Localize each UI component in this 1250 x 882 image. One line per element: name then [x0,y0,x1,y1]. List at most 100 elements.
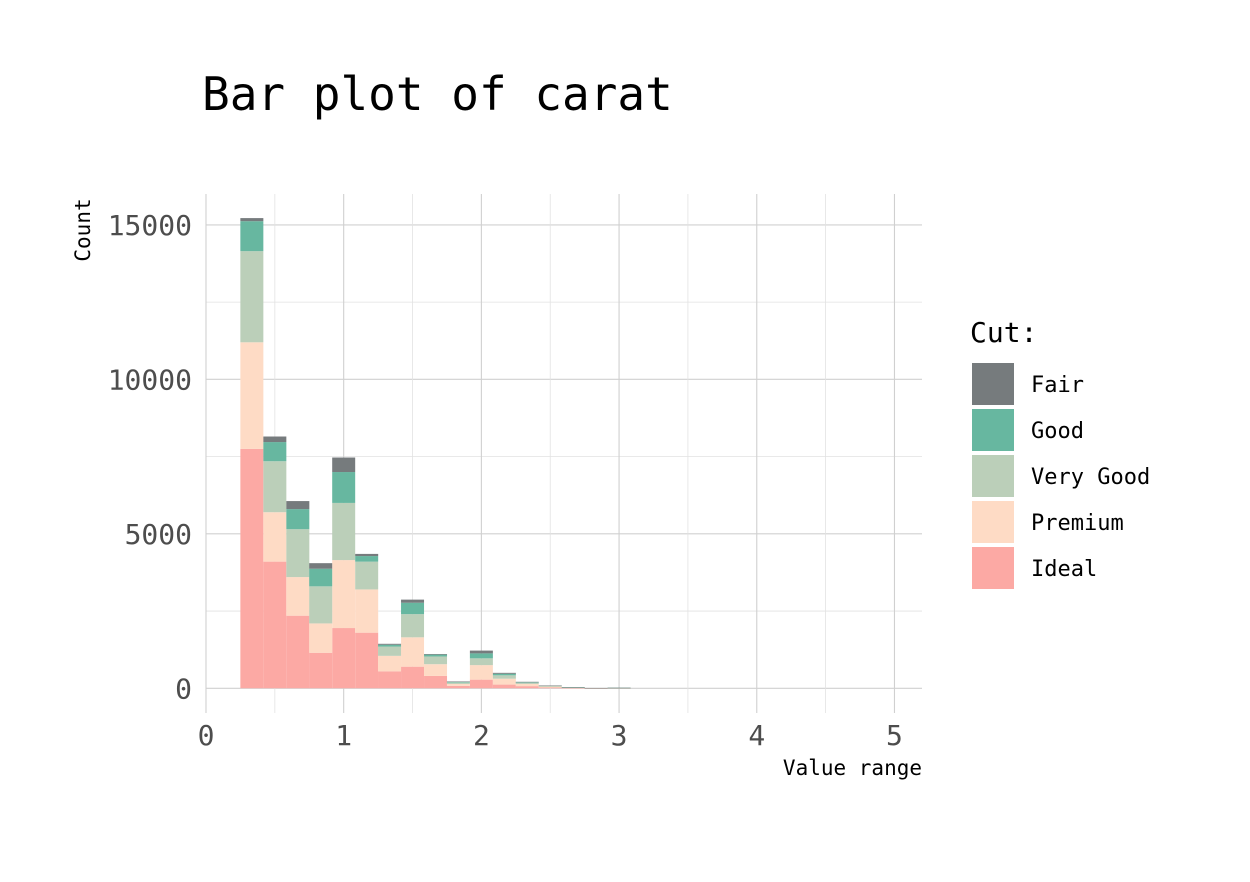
bar-segment [492,673,516,676]
bar-segment [424,654,448,657]
chart-title: Bar plot of carat [202,67,673,121]
legend-label: Ideal [1031,557,1097,582]
x-axis-title: Value range [783,756,922,780]
y-tick-label: 15000 [108,209,192,242]
bar-segment [584,687,608,689]
x-tick-label: 3 [611,719,628,752]
legend-label: Premium [1031,511,1124,536]
bar-segment [263,442,287,462]
bar-segment [446,681,470,683]
bar-segment [263,461,287,513]
bar-segment [332,457,356,473]
bar-segment [538,687,562,689]
x-tick-label: 1 [335,719,352,752]
bar-segment [492,672,516,674]
bar-segment [378,644,402,647]
bar-segment [378,646,402,656]
bar-segment [515,683,539,687]
bar-segment [401,666,425,689]
bar-segment [446,682,470,684]
bar-segment [469,658,493,666]
bar-segment [309,568,333,587]
bar-segment [332,628,356,689]
bar-segment [401,637,425,667]
legend-label: Very Good [1031,465,1150,490]
bar-segment [378,671,402,689]
bar-segment [240,448,264,689]
legend-label: Fair [1031,373,1084,398]
bar-segment [263,436,287,443]
bar-segment [515,682,539,683]
bar-segment [263,561,287,689]
bar-segment [492,678,516,685]
series-very-good [240,251,631,689]
bar-segment [424,653,448,655]
bar-segment [286,615,310,689]
bar-segment [309,586,333,624]
bar-segment [355,556,379,562]
x-tick-label: 4 [748,719,765,752]
bar-segment [492,684,516,689]
bar-segment [240,221,264,252]
bar-segment [240,218,264,222]
bar-segment [355,632,379,689]
bar-segment [607,687,631,689]
bar-segment [401,602,425,615]
series-ideal [240,448,631,689]
bar-segment [286,577,310,616]
bar-segment [332,472,356,503]
bar-segment [469,679,493,689]
bar-segment [424,664,448,676]
bar-segment [561,687,585,689]
legend-swatch [972,547,1014,589]
bar-segment [355,561,379,590]
bar-segment [401,599,425,603]
legend-swatch [972,501,1014,543]
bar-segment [561,687,585,688]
legend-label: Good [1031,419,1084,444]
bar-segment [446,683,470,686]
bar-segment [263,512,287,562]
x-tick-label: 2 [473,719,490,752]
bar-segment [309,623,333,653]
bar-segment [240,251,264,343]
bar-segment [286,501,310,510]
legend-swatch [972,363,1014,405]
bar-segment [538,685,562,687]
bar-segment [424,656,448,665]
bar-segment [515,682,539,684]
series-fair [240,218,631,689]
legend: Cut: Fair Good Very Good Premium Ideal [970,316,1150,589]
bar-segment [332,502,356,561]
bar-segment [538,686,562,688]
bar-segment [401,614,425,638]
bar-segment [309,652,333,689]
ticks: 0 5000 10000 15000 0 1 2 3 4 5 [108,209,903,752]
bar-segment [286,529,310,578]
y-tick-label: 0 [175,672,192,705]
bar-segment [469,650,493,654]
y-tick-label: 5000 [125,518,192,551]
bar-segment [492,675,516,679]
legend-swatch [972,409,1014,451]
bar-segment [424,675,448,689]
x-tick-label: 5 [886,719,903,752]
bar-segment [286,509,310,530]
bar-segment [378,643,402,645]
bar-segment [355,589,379,633]
bar-segment [469,653,493,659]
bars [240,218,631,689]
bar-segment [446,681,470,682]
x-tick-label: 0 [198,719,215,752]
bar-segment [538,685,562,687]
bar-segment [515,686,539,689]
series-good [240,221,631,689]
bar-segment [378,655,402,672]
bar-segment [446,685,470,689]
y-tick-label: 10000 [108,363,192,396]
bar-segment [240,342,264,449]
bar-segment [515,681,539,683]
legend-swatch [972,455,1014,497]
bar-segment [469,665,493,680]
